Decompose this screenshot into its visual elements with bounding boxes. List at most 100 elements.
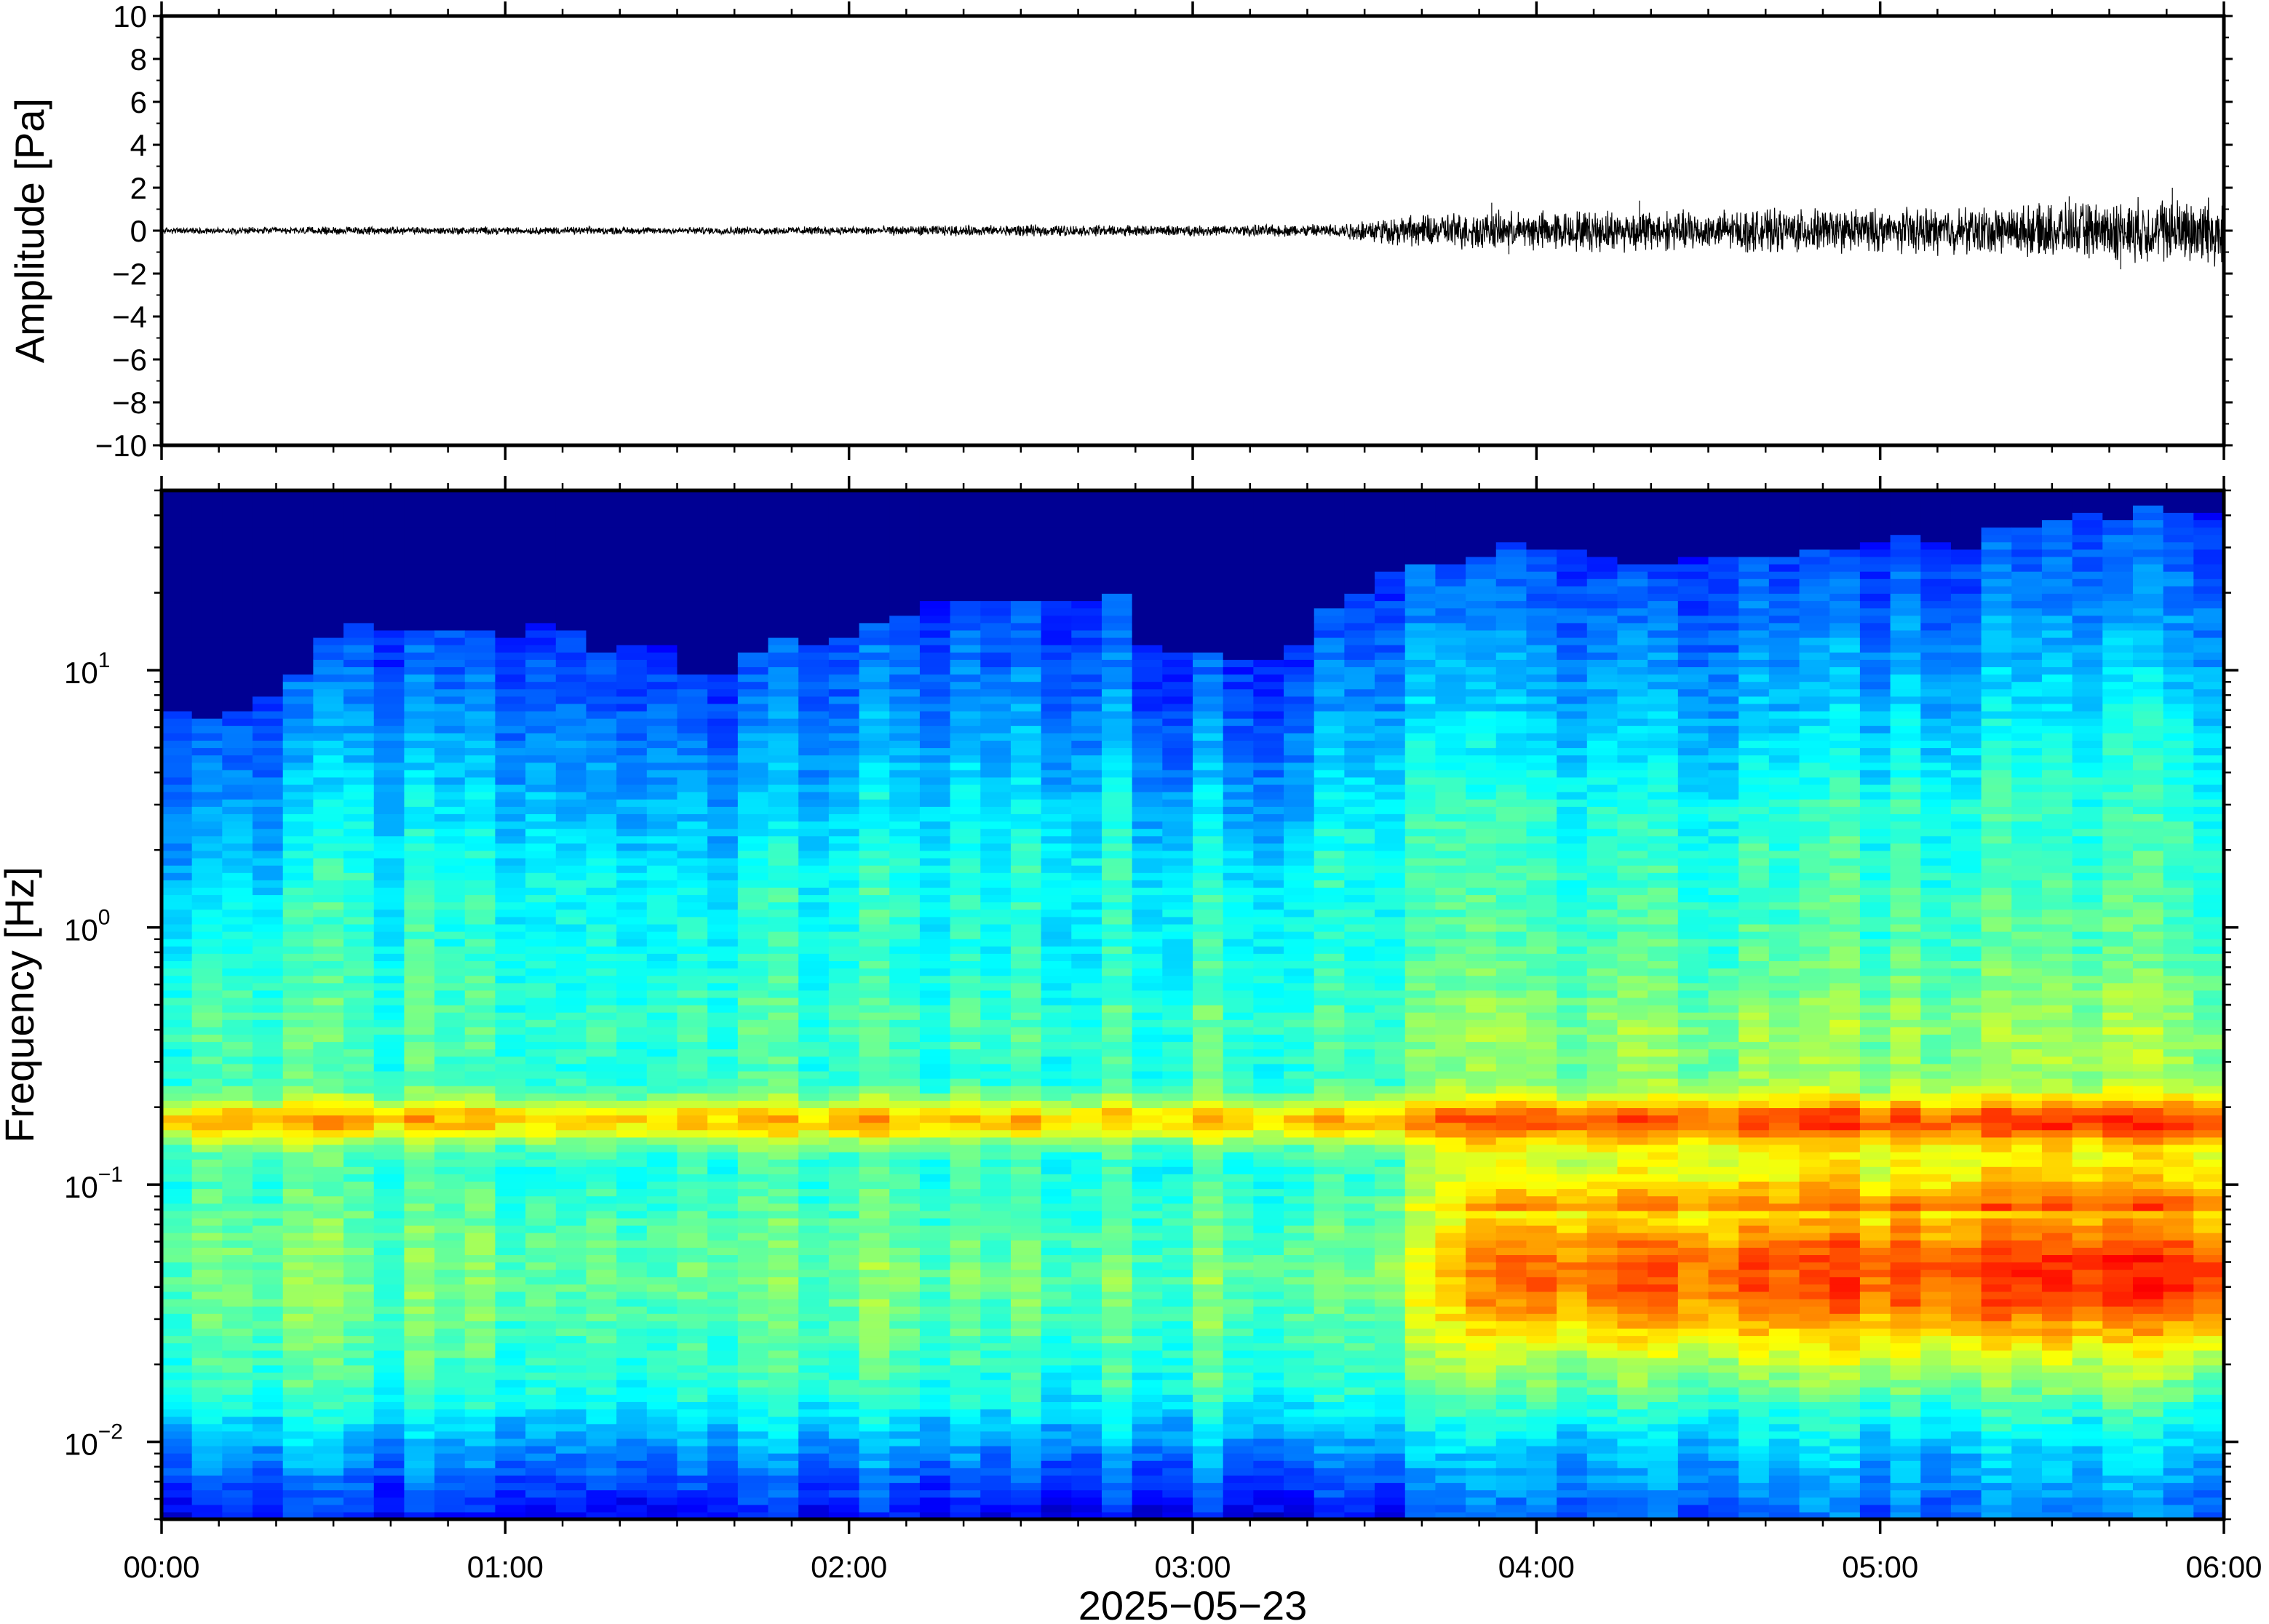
spectrogram-cell — [404, 813, 435, 822]
spectrogram-cell — [253, 615, 284, 624]
spectrogram-cell — [434, 1380, 466, 1388]
spectrogram-cell — [434, 1100, 466, 1108]
spectrogram-cell — [191, 762, 223, 771]
spectrogram-cell — [222, 939, 253, 947]
spectrogram-cell — [616, 1299, 648, 1307]
spectrogram-cell — [1162, 1100, 1193, 1108]
spectrogram-cell — [1071, 1262, 1102, 1270]
spectrogram-cell — [950, 733, 981, 741]
spectrogram-cell — [1132, 975, 1163, 984]
spectrogram-cell — [980, 1144, 1012, 1153]
spectrogram-cell — [162, 799, 193, 807]
spectrogram-cell — [980, 564, 1012, 572]
spectrogram-cell — [434, 872, 466, 880]
spectrogram-cell — [1071, 1372, 1102, 1380]
spectrogram-cell — [889, 769, 921, 778]
spectrogram-cell — [646, 1056, 678, 1064]
spectrogram-cell — [616, 1129, 648, 1138]
spectrogram-cell — [464, 975, 496, 984]
spectrogram-cell — [373, 1313, 405, 1321]
spectrogram-cell — [919, 688, 951, 697]
spectrogram-cell — [1041, 622, 1072, 631]
spectrogram-cell — [1071, 968, 1102, 976]
spectrogram-cell — [555, 960, 587, 969]
spectrogram-cell — [1162, 828, 1193, 837]
spectrogram-cell — [282, 894, 314, 903]
spectrogram-cell — [253, 1093, 284, 1101]
spectrogram-cell — [646, 769, 678, 778]
spectrogram-cell — [1010, 843, 1042, 851]
spectrogram-cell — [980, 1335, 1012, 1344]
spectrogram-cell — [1041, 1394, 1072, 1402]
spectrogram-cell — [798, 512, 830, 520]
spectrogram-cell — [1071, 997, 1102, 1006]
spectrogram-cell — [495, 1041, 526, 1050]
spectrogram-cell — [282, 564, 314, 572]
spectrogram-cell — [950, 1152, 981, 1160]
spectrogram-cell — [677, 1152, 708, 1160]
spectrogram-cell — [464, 1181, 496, 1190]
spectrogram-cell — [828, 975, 860, 984]
spectrogram-cell — [1101, 740, 1133, 749]
spectrogram-cell — [1132, 1012, 1163, 1020]
spectrogram-cell — [859, 1321, 890, 1329]
spectrogram-cell — [586, 1387, 617, 1395]
spectrogram-cell — [950, 1247, 981, 1255]
spectrogram-cell — [1101, 505, 1133, 513]
spectrogram-cell — [586, 637, 617, 645]
spectrogram-cell — [859, 1115, 890, 1123]
spectrogram-cell — [495, 916, 526, 925]
spectrogram-cell — [768, 960, 799, 969]
spectrogram-cell — [191, 1497, 223, 1505]
spectrogram-cell — [253, 799, 284, 807]
spectrogram-cell — [1162, 696, 1193, 704]
spectrogram-cell — [434, 1048, 466, 1057]
spectrogram-cell — [859, 1291, 890, 1299]
spectrogram-cell — [1041, 894, 1072, 903]
spectrogram-cell — [495, 1497, 526, 1505]
spectrogram-cell — [1101, 696, 1133, 704]
spectrogram-cell — [191, 593, 223, 602]
spectrogram-cell — [1041, 880, 1072, 888]
spectrogram-cell — [950, 909, 981, 918]
spectrogram-cell — [1162, 1283, 1193, 1292]
spectrogram-cell — [162, 733, 193, 741]
spectrogram-cell — [828, 880, 860, 888]
spectrogram-cell — [1193, 909, 1224, 918]
spectrogram-cell — [162, 850, 193, 859]
spectrogram-cell — [919, 718, 951, 726]
spectrogram-cell — [525, 1321, 557, 1329]
spectrogram-cell — [980, 520, 1012, 528]
spectrogram-cell — [707, 894, 739, 903]
spectrogram-cell — [525, 953, 557, 961]
spectrogram-cell — [222, 850, 253, 859]
spectrogram-cell — [707, 541, 739, 550]
spectrogram-cell — [1101, 1188, 1133, 1197]
spectrogram-cell — [646, 637, 678, 645]
spectrogram-cell — [1041, 652, 1072, 660]
spectrogram-cell — [253, 916, 284, 925]
spectrogram-cell — [253, 784, 284, 792]
spectrogram-cell — [222, 1012, 253, 1020]
spectrogram-cell — [980, 1291, 1012, 1299]
spectrogram-cell — [1132, 946, 1163, 954]
spectrogram-cell — [1071, 1306, 1102, 1314]
spectrogram-cell — [768, 1093, 799, 1101]
spectrogram-cell — [313, 659, 344, 667]
spectrogram-cell — [677, 1181, 708, 1190]
spectrogram-cell — [616, 872, 648, 880]
spectrogram-cell — [343, 1070, 375, 1079]
spectrogram-cell — [919, 946, 951, 954]
spectrogram-cell — [1041, 1048, 1072, 1057]
spectrogram-cell — [434, 821, 466, 829]
spectrogram-cell — [859, 571, 890, 579]
spectrogram-cell — [313, 1041, 344, 1050]
spectrogram-cell — [1041, 909, 1072, 918]
spectrogram-cell — [1010, 659, 1042, 667]
spectrogram-cell — [555, 1115, 587, 1123]
spectrogram-cell — [191, 571, 223, 579]
spectrogram-cell — [950, 916, 981, 925]
spectrogram-cell — [282, 946, 314, 954]
spectrogram-cell — [495, 1283, 526, 1292]
spectrogram-cell — [555, 1276, 587, 1285]
